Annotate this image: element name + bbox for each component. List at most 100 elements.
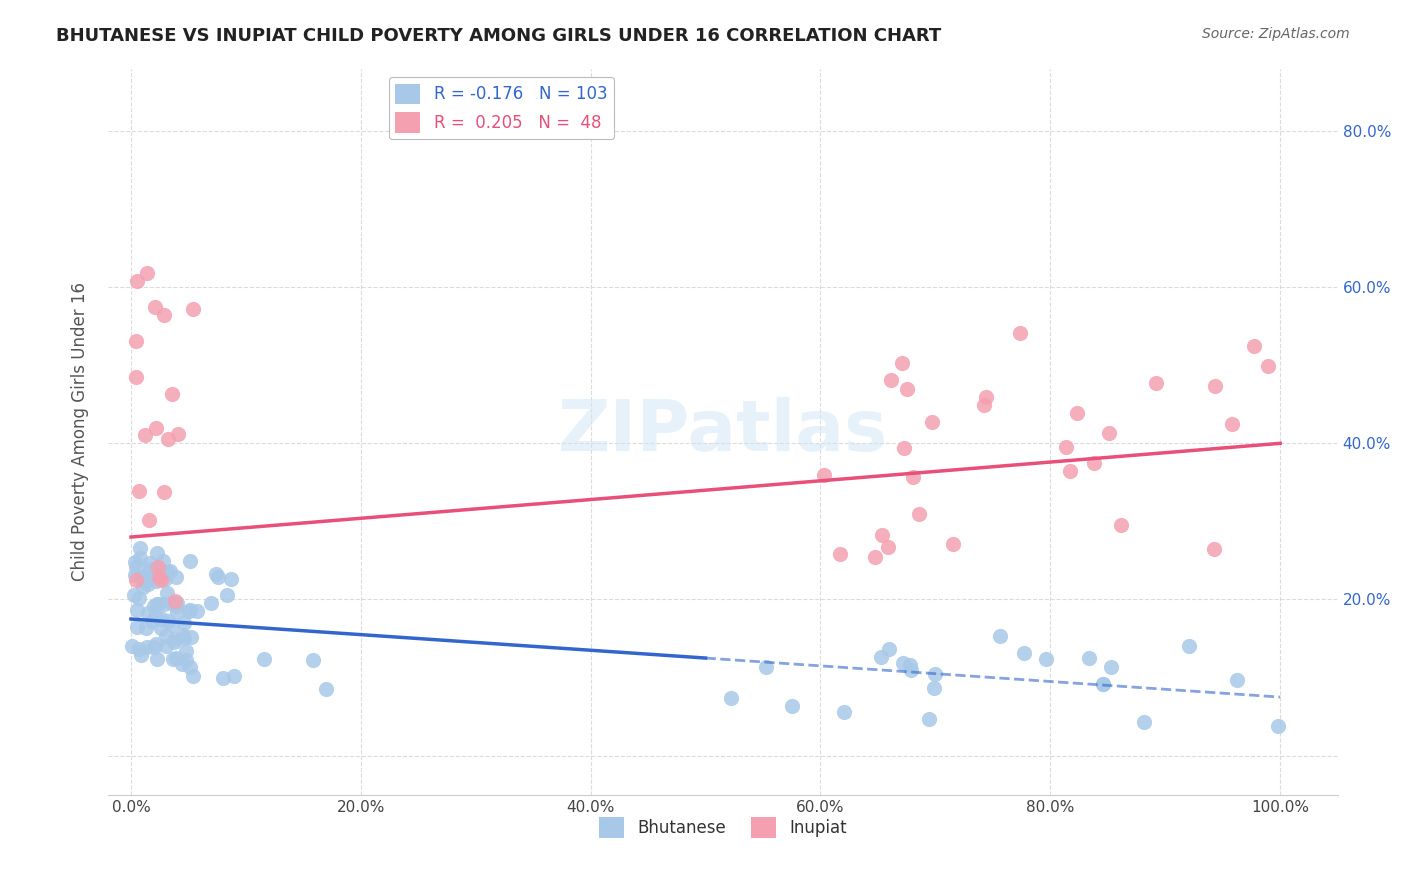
Point <box>122 588 145 602</box>
Point <box>179 603 201 617</box>
Point <box>165 570 187 584</box>
Point <box>179 554 201 568</box>
Point <box>179 604 201 618</box>
Point <box>139 556 162 570</box>
Point <box>136 640 159 654</box>
Point <box>128 642 150 657</box>
Point <box>136 607 159 621</box>
Point <box>167 427 190 442</box>
Point <box>1204 541 1226 556</box>
Point <box>146 597 169 611</box>
Point <box>974 390 997 404</box>
Point <box>200 596 222 610</box>
Point <box>1178 640 1201 654</box>
Point <box>165 599 187 613</box>
Point <box>215 588 238 602</box>
Point <box>869 650 891 665</box>
Point <box>1226 673 1249 687</box>
Point <box>918 713 941 727</box>
Point <box>153 597 176 611</box>
Point <box>145 561 167 575</box>
Point <box>720 690 742 705</box>
Point <box>907 508 929 522</box>
Point <box>136 266 159 280</box>
Point <box>124 573 146 587</box>
Point <box>138 571 160 585</box>
Point <box>863 550 886 565</box>
Point <box>891 356 914 370</box>
Point <box>990 629 1012 643</box>
Point <box>163 593 186 607</box>
Point <box>125 603 148 617</box>
Point <box>173 631 195 645</box>
Point <box>124 559 146 574</box>
Point <box>139 562 162 576</box>
Point <box>145 421 167 435</box>
Point <box>830 547 852 561</box>
Point <box>1099 660 1122 674</box>
Point <box>876 540 898 554</box>
Point <box>1054 440 1077 454</box>
Point <box>166 605 188 619</box>
Point <box>755 660 778 674</box>
Point <box>921 415 943 429</box>
Point <box>1257 359 1279 373</box>
Point <box>145 609 167 624</box>
Point <box>128 591 150 605</box>
Point <box>134 575 156 590</box>
Point <box>782 699 804 714</box>
Point <box>155 629 177 643</box>
Point <box>132 572 155 586</box>
Point <box>172 628 194 642</box>
Point <box>880 373 903 387</box>
Point <box>148 570 170 584</box>
Point <box>1035 652 1057 666</box>
Point <box>145 597 167 611</box>
Point <box>832 706 855 720</box>
Point <box>134 428 156 442</box>
Point <box>143 599 166 614</box>
Point <box>145 637 167 651</box>
Point <box>132 570 155 584</box>
Point <box>891 657 914 671</box>
Point <box>156 586 179 600</box>
Point <box>124 370 146 384</box>
Point <box>160 596 183 610</box>
Point <box>138 565 160 579</box>
Point <box>1059 464 1081 478</box>
Point <box>181 301 204 316</box>
Point <box>179 659 201 673</box>
Point <box>135 621 157 635</box>
Point <box>143 300 166 314</box>
Point <box>163 632 186 646</box>
Point <box>142 640 165 655</box>
Point <box>145 574 167 588</box>
Point <box>170 657 193 672</box>
Point <box>124 568 146 582</box>
Text: ZIPatlas: ZIPatlas <box>558 397 887 467</box>
Point <box>149 573 172 587</box>
Point <box>146 546 169 560</box>
Point <box>1010 326 1032 340</box>
Point <box>173 616 195 631</box>
Point <box>180 630 202 644</box>
Point <box>1109 518 1132 533</box>
Point <box>1144 376 1167 391</box>
Point <box>222 668 245 682</box>
Point <box>150 612 173 626</box>
Point <box>877 642 900 657</box>
Point <box>146 652 169 666</box>
Text: BHUTANESE VS INUPIAT CHILD POVERTY AMONG GIRLS UNDER 16 CORRELATION CHART: BHUTANESE VS INUPIAT CHILD POVERTY AMONG… <box>56 27 942 45</box>
Point <box>1267 719 1289 733</box>
Point <box>896 382 918 396</box>
Point <box>212 672 235 686</box>
Point <box>181 669 204 683</box>
Point <box>174 644 197 658</box>
Point <box>1243 339 1265 353</box>
Point <box>872 528 894 542</box>
Point <box>150 621 173 635</box>
Point <box>138 513 160 527</box>
Point <box>150 564 173 578</box>
Point <box>219 572 242 586</box>
Point <box>152 554 174 568</box>
